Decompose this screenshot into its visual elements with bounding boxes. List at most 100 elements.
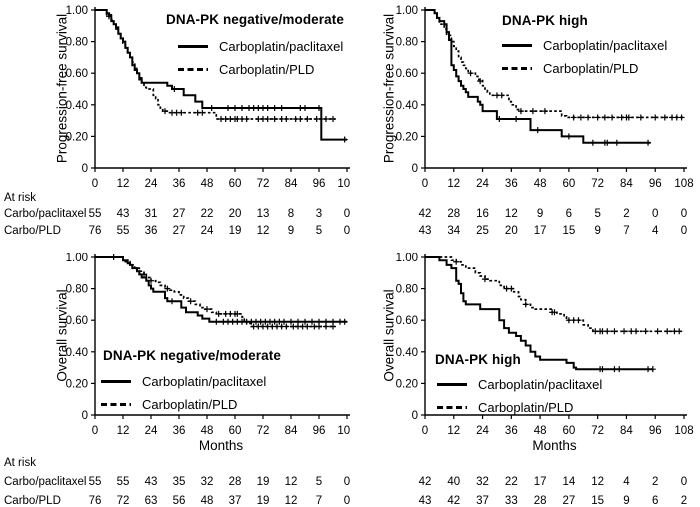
series-carboplatin-pld: [425, 256, 684, 333]
legend-label: Carboplatin/paclitaxel: [219, 38, 344, 54]
at-risk-count: 43: [145, 476, 158, 488]
svg-text:0: 0: [412, 410, 418, 422]
at-risk-count: 0: [681, 208, 687, 220]
at-risk-count: 20: [229, 208, 242, 220]
at-risk-count: 55: [89, 208, 102, 220]
at-risk-count: 55: [117, 225, 130, 237]
at-risk-count: 0: [652, 208, 658, 220]
svg-text:0.40: 0.40: [66, 347, 88, 359]
axis-ticks: [421, 9, 685, 172]
legend-label: Carboplatin/PLD: [219, 61, 315, 77]
panel-pfs-dnapk-negative-moderate: 0 12 24 36 48 60 72 84 96 108 0 0.20 0.40 0.60 0.80 1.0…: [0, 0, 350, 253]
at-risk-count: 9: [623, 495, 629, 507]
at-risk-count: 5: [594, 208, 600, 220]
at-risk-count: 27: [562, 495, 575, 507]
svg-text:24: 24: [145, 425, 158, 437]
at-risk-count: 0: [344, 476, 350, 488]
at-risk-header: At risk: [4, 457, 36, 469]
at-risk-count: 0: [344, 495, 350, 507]
at-risk-count: 27: [173, 225, 186, 237]
x-axis-label: Months: [532, 438, 577, 453]
solid-line-icon: [502, 43, 532, 47]
svg-text:24: 24: [476, 425, 489, 437]
legend: Carboplatin/paclitaxel Carboplatin/PLD: [437, 376, 602, 422]
svg-text:0.60: 0.60: [66, 315, 88, 327]
at-risk-count: 13: [257, 208, 270, 220]
panel-os-dnapk-negative-moderate: 0 12 24 36 48 60 72 84 96 108 0 0.20 0.40 0.60 0.80 1.0…: [0, 253, 350, 507]
at-risk-table: 42 28 16 12 9 6 5 2 0 043 34 25 20 17 15 9 7 4 0: [419, 208, 688, 237]
at-risk-count: 12: [591, 476, 604, 488]
svg-text:0.60: 0.60: [396, 68, 418, 80]
at-risk-count: 55: [117, 476, 130, 488]
at-risk-count: 72: [117, 495, 130, 507]
at-risk-row: Carbo/paclitaxel 55 55 43 35 32 28 19 12 5 0: [4, 476, 350, 488]
at-risk-count: 76: [89, 495, 102, 507]
at-risk-count: 32: [201, 476, 214, 488]
svg-text:36: 36: [505, 425, 518, 437]
at-risk-count: 9: [288, 225, 294, 237]
svg-text:1.00: 1.00: [66, 5, 88, 17]
at-risk-row: Carbo/PLD 76 55 36 27 24 19 12 9 5 0: [4, 225, 350, 237]
panel-pfs-dnapk-high: 0 12 24 36 48 60 72 84 96 108 0 0.20 0.40 0.60 0.80 1.0…: [350, 0, 700, 253]
svg-text:0.80: 0.80: [396, 284, 418, 296]
at-risk-header: At risk: [4, 192, 36, 204]
svg-text:0.40: 0.40: [396, 347, 418, 359]
panel-title: DNA-PK negative/moderate: [103, 348, 281, 363]
at-risk-count: 0: [344, 225, 350, 237]
at-risk-count: 0: [681, 225, 687, 237]
legend-item-carboplatin-paclitaxel: Carboplatin/paclitaxel: [502, 37, 667, 53]
at-risk-count: 33: [505, 495, 518, 507]
at-risk-row-label: Carbo/paclitaxel: [4, 476, 86, 488]
at-risk-row-label: Carbo/PLD: [4, 225, 61, 237]
svg-text:0.20: 0.20: [66, 378, 88, 390]
svg-text:108: 108: [337, 425, 350, 437]
legend-label: Carboplatin/PLD: [543, 60, 639, 76]
svg-text:0.20: 0.20: [396, 131, 418, 143]
at-risk-count: 16: [476, 208, 489, 220]
svg-text:60: 60: [562, 178, 575, 190]
at-risk-row: Carbo/paclitaxel 55 43 31 27 22 20 13 8 3 0: [4, 208, 350, 220]
panel-os-dnapk-high: 0 12 24 36 48 60 72 84 96 108 0 0.20 0.40 0.60 0.80 1.0…: [350, 253, 700, 507]
svg-text:36: 36: [505, 178, 518, 190]
at-risk-count: 19: [257, 476, 270, 488]
legend-item-carboplatin-paclitaxel: Carboplatin/paclitaxel: [101, 373, 266, 389]
svg-text:0.40: 0.40: [66, 100, 88, 112]
svg-text:36: 36: [173, 425, 186, 437]
legend-item-carboplatin-pld: Carboplatin/PLD: [101, 396, 266, 412]
svg-text:48: 48: [534, 425, 547, 437]
x-axis-label: Months: [198, 438, 244, 453]
at-risk-count: 5: [316, 476, 322, 488]
svg-text:1.00: 1.00: [396, 253, 418, 264]
at-risk-count: 55: [89, 476, 102, 488]
km-plot-pfs-high: 0 12 24 36 48 60 72 84 96 10800.200.400.600.801.0…: [396, 5, 694, 237]
at-risk-count: 35: [173, 476, 186, 488]
at-risk-count: 2: [681, 495, 687, 507]
svg-text:48: 48: [534, 178, 547, 190]
censor-marks-carboplatin-paclitaxel: [597, 366, 656, 373]
legend-label: Carboplatin/paclitaxel: [478, 376, 603, 392]
axes: [94, 7, 350, 169]
legend-label: Carboplatin/PLD: [478, 399, 574, 415]
svg-text:72: 72: [257, 178, 270, 190]
svg-text:0.80: 0.80: [66, 284, 88, 296]
legend-item-carboplatin-paclitaxel: Carboplatin/paclitaxel: [178, 38, 343, 54]
at-risk-table: 42 40 32 22 17 14 12 4 2 043 42 37 33 28 27 15 9 6 2: [419, 476, 688, 507]
svg-text:0.60: 0.60: [66, 68, 88, 80]
at-risk-count: 4: [623, 476, 630, 488]
svg-text:0.40: 0.40: [396, 100, 418, 112]
at-risk-count: 28: [447, 208, 460, 220]
at-risk-row: 42 28 16 12 9 6 5 2 0 0: [419, 208, 688, 220]
svg-text:12: 12: [117, 425, 130, 437]
svg-text:72: 72: [591, 178, 604, 190]
censor-marks-carboplatin-pld: [467, 70, 685, 121]
series-carboplatin-paclitaxel: [425, 9, 651, 144]
series-carboplatin-paclitaxel: [425, 256, 653, 371]
censor-marks-carboplatin-pld: [162, 108, 336, 123]
svg-text:12: 12: [447, 425, 460, 437]
at-risk-count: 76: [89, 225, 102, 237]
svg-text:108: 108: [337, 178, 350, 190]
at-risk-row: 43 42 37 33 28 27 15 9 6 2: [419, 495, 688, 507]
y-axis-label: Progression-free survival: [54, 13, 70, 164]
svg-text:36: 36: [173, 178, 186, 190]
